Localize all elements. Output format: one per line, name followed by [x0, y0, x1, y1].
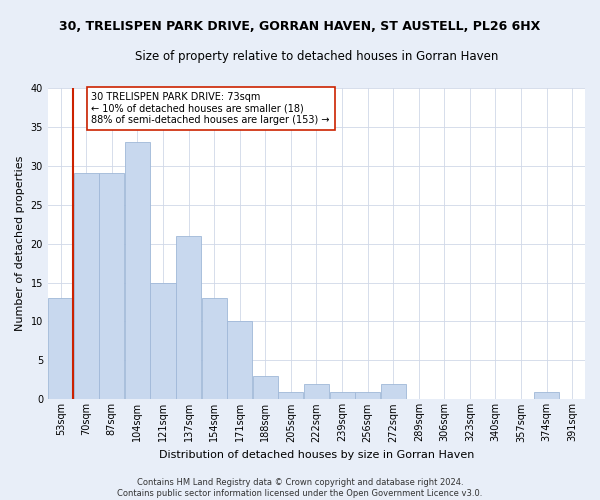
Text: Contains HM Land Registry data © Crown copyright and database right 2024.
Contai: Contains HM Land Registry data © Crown c… [118, 478, 482, 498]
Bar [74, 174, 99, 400]
Bar [253, 376, 278, 400]
Bar [534, 392, 559, 400]
Bar [151, 282, 176, 400]
Title: Size of property relative to detached houses in Gorran Haven: Size of property relative to detached ho… [135, 50, 498, 63]
Bar [125, 142, 150, 400]
Text: 30 TRELISPEN PARK DRIVE: 73sqm
← 10% of detached houses are smaller (18)
88% of : 30 TRELISPEN PARK DRIVE: 73sqm ← 10% of … [91, 92, 330, 125]
Bar [278, 392, 304, 400]
Bar [100, 174, 124, 400]
Bar [329, 392, 355, 400]
Bar [227, 322, 252, 400]
Bar [380, 384, 406, 400]
Bar [202, 298, 227, 400]
Text: 30, TRELISPEN PARK DRIVE, GORRAN HAVEN, ST AUSTELL, PL26 6HX: 30, TRELISPEN PARK DRIVE, GORRAN HAVEN, … [59, 20, 541, 33]
Bar [48, 298, 73, 400]
Bar [176, 236, 201, 400]
Y-axis label: Number of detached properties: Number of detached properties [15, 156, 25, 332]
X-axis label: Distribution of detached houses by size in Gorran Haven: Distribution of detached houses by size … [159, 450, 474, 460]
Bar [304, 384, 329, 400]
Bar [355, 392, 380, 400]
